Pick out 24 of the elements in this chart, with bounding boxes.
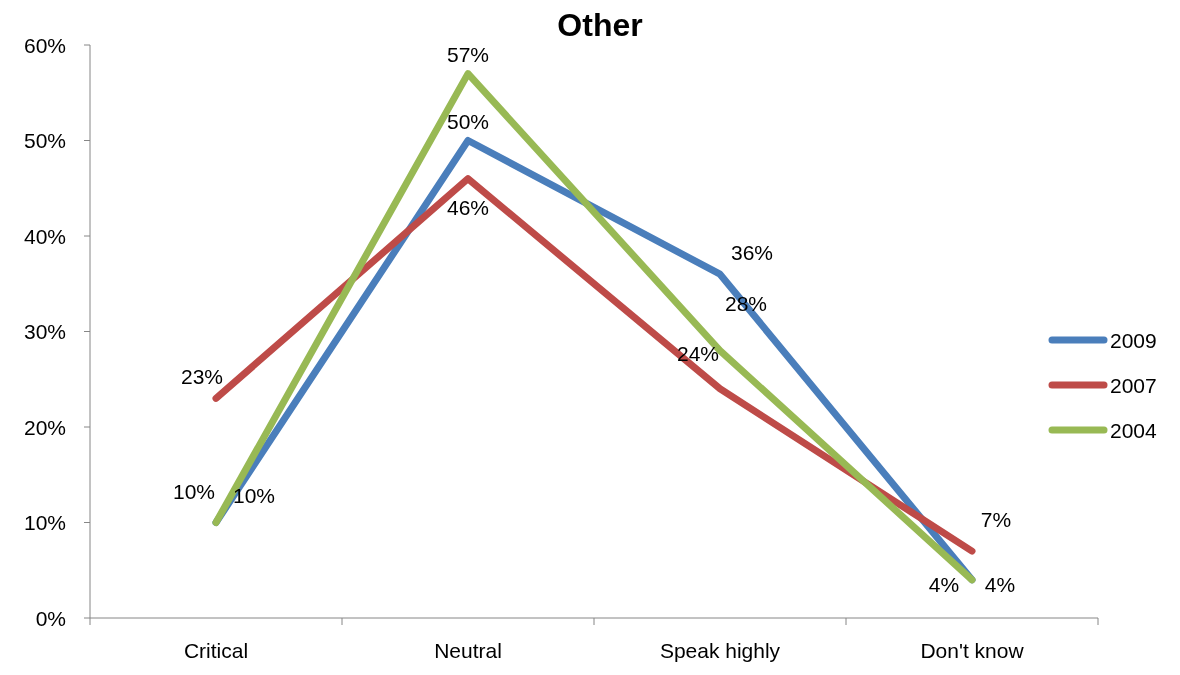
- y-tick-label: 60%: [23, 33, 66, 57]
- data-label: 46%: [446, 195, 490, 219]
- y-tick-label: 20%: [23, 415, 66, 439]
- data-label: 23%: [180, 365, 224, 389]
- x-tick-label: Don't know: [920, 639, 1025, 662]
- data-label: 4%: [984, 572, 1016, 596]
- data-label: 10%: [172, 479, 216, 503]
- legend-label: 2007: [1110, 373, 1157, 397]
- data-label: 7%: [980, 508, 1012, 532]
- y-tick-label: 30%: [23, 320, 66, 343]
- legend-label: 2009: [1110, 328, 1157, 352]
- legend-label: 2004: [1110, 418, 1158, 442]
- data-label: 57%: [446, 42, 490, 66]
- chart-title: Other: [557, 7, 643, 43]
- y-tick-label: 0%: [35, 606, 66, 630]
- x-tick-label: Speak highly: [659, 639, 781, 662]
- data-label: 36%: [730, 241, 774, 265]
- data-label: 4%: [928, 572, 960, 596]
- y-tick-label: 10%: [23, 511, 66, 534]
- y-tick-label: 40%: [23, 224, 66, 248]
- x-tick-label: Neutral: [434, 639, 502, 662]
- x-tick-label: Critical: [183, 639, 249, 662]
- data-label: 50%: [446, 109, 490, 133]
- y-tick-label: 50%: [23, 129, 66, 152]
